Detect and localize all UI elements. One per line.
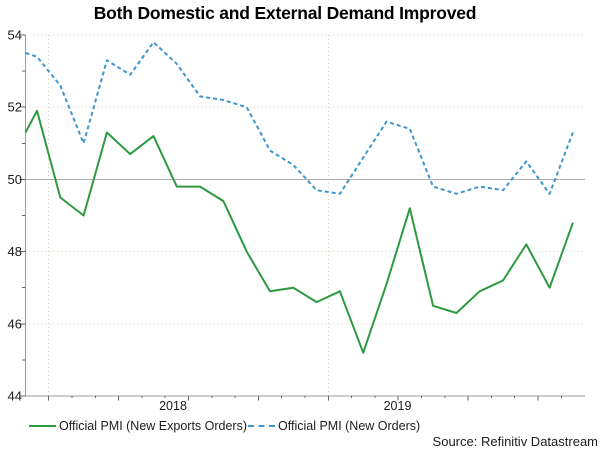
vertical-year-gridlines: [48, 35, 329, 396]
x-year-labels: 2018 2019: [159, 399, 411, 413]
year-label: 2019: [384, 399, 412, 413]
source-attribution: Source: Refinitiv Datastream: [432, 434, 598, 449]
y-tick-label: 46: [8, 316, 22, 331]
new-exports-orders-line: [24, 109, 574, 354]
new-orders-line: [25, 41, 574, 195]
y-tick-label: 44: [8, 389, 22, 404]
y-tick-labels: 44 46 48 50 52 54: [8, 28, 22, 404]
legend-swatch-orders-line: [248, 425, 275, 427]
y-axis: [19, 34, 26, 397]
chart-title: Both Domestic and External Demand Improv…: [93, 3, 477, 23]
y-tick-label: 54: [8, 28, 22, 43]
legend-label-new-orders: Official PMI (New Orders): [278, 419, 421, 433]
y-tick-label: 50: [8, 172, 22, 187]
legend-label-new-exports-orders: Official PMI (New Exports Orders): [59, 419, 248, 433]
y-tick-label: 52: [8, 100, 22, 115]
y-tick-label: 48: [8, 244, 22, 259]
year-label: 2018: [159, 399, 187, 413]
legend-swatch-exports-line: [29, 425, 56, 427]
x-axis: [25, 395, 585, 401]
